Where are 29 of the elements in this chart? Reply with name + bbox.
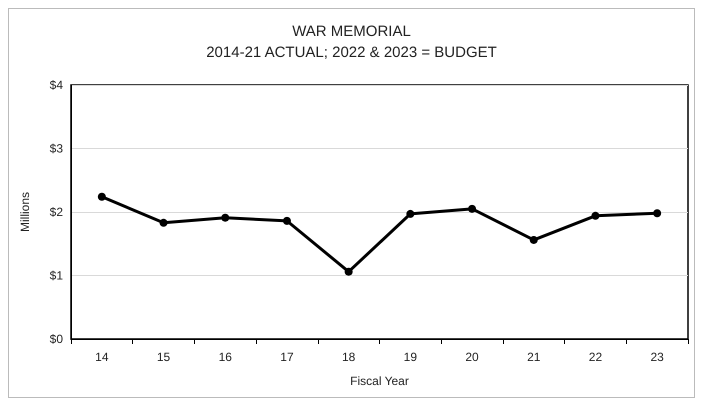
y-tick-label: $3 <box>50 142 64 156</box>
x-tick-label: 22 <box>588 350 602 364</box>
point <box>530 236 538 244</box>
x-tick-label: 17 <box>280 350 294 364</box>
point <box>591 212 600 220</box>
y-tick-label: $2 <box>50 205 64 219</box>
y-tick-label: $1 <box>50 268 64 282</box>
y-axis-title: Millions <box>18 192 32 232</box>
chart-subtitle: 2014-21 ACTUAL; 2022 & 2023 = BUDGET <box>206 44 497 61</box>
y-tick-label: $4 <box>50 78 64 92</box>
x-tick-label: 18 <box>342 350 356 364</box>
x-axis-title: Fiscal Year <box>350 374 409 388</box>
point <box>468 204 476 213</box>
x-tick-label: 16 <box>218 350 232 364</box>
point <box>221 214 230 222</box>
chart-title: WAR MEMORIAL <box>292 23 411 40</box>
point <box>160 218 168 227</box>
x-tick-label: 14 <box>95 350 109 364</box>
point <box>98 192 106 201</box>
point <box>344 268 353 276</box>
point <box>282 216 291 225</box>
x-tick-label: 19 <box>404 350 418 364</box>
x-tick-label: 15 <box>156 350 171 364</box>
point <box>406 210 414 218</box>
x-tick-label: 21 <box>527 350 541 364</box>
x-tick-label: 23 <box>650 350 664 364</box>
x-tick-label: 20 <box>465 350 480 364</box>
point <box>653 209 662 218</box>
y-tick-label: $0 <box>50 332 64 346</box>
